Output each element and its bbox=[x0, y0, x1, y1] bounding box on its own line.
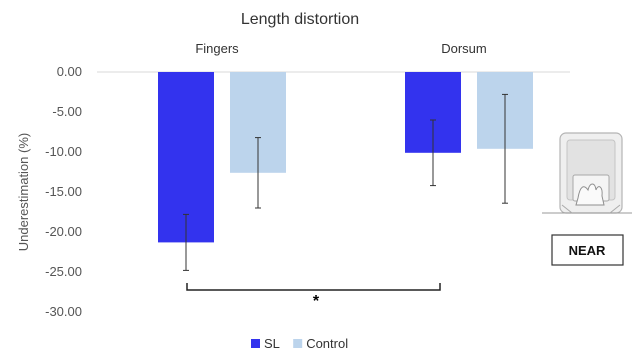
error-bar bbox=[430, 119, 436, 187]
category-label: Fingers bbox=[195, 41, 239, 56]
hand-on-box-illustration-icon bbox=[542, 132, 632, 214]
category-label: Dorsum bbox=[441, 41, 487, 56]
significance-marker: * bbox=[313, 293, 320, 310]
y-tick-label: -20.00 bbox=[45, 224, 82, 239]
y-tick-label: -15.00 bbox=[45, 184, 82, 199]
significance-bracket-line bbox=[186, 283, 441, 291]
error-bar bbox=[255, 137, 261, 209]
y-axis: 0.00 -5.00 -10.00 -15.00 -20.00 -25.00 -30.00 bbox=[45, 64, 82, 319]
error-bars bbox=[183, 93, 508, 271]
legend-label: SL bbox=[264, 336, 280, 351]
condition-badge: NEAR bbox=[551, 234, 624, 266]
y-tick-label: 0.00 bbox=[57, 64, 82, 79]
y-tick-label: -10.00 bbox=[45, 144, 82, 159]
category-labels: Fingers Dorsum bbox=[195, 41, 486, 56]
legend-swatch bbox=[251, 339, 260, 348]
legend-label: Control bbox=[306, 336, 348, 351]
legend: SL Control bbox=[251, 336, 348, 351]
legend-swatch bbox=[293, 339, 303, 348]
condition-label: NEAR bbox=[569, 243, 606, 258]
y-tick-label: -5.00 bbox=[52, 104, 82, 119]
y-tick-label: -30.00 bbox=[45, 304, 82, 319]
y-axis-label: Underestimation (%) bbox=[16, 133, 31, 252]
bars bbox=[158, 72, 533, 243]
y-tick-label: -25.00 bbox=[45, 264, 82, 279]
error-bar bbox=[183, 213, 189, 271]
chart-title: Length distortion bbox=[241, 11, 359, 28]
error-bar bbox=[502, 93, 508, 204]
significance-bracket: * bbox=[186, 283, 441, 310]
